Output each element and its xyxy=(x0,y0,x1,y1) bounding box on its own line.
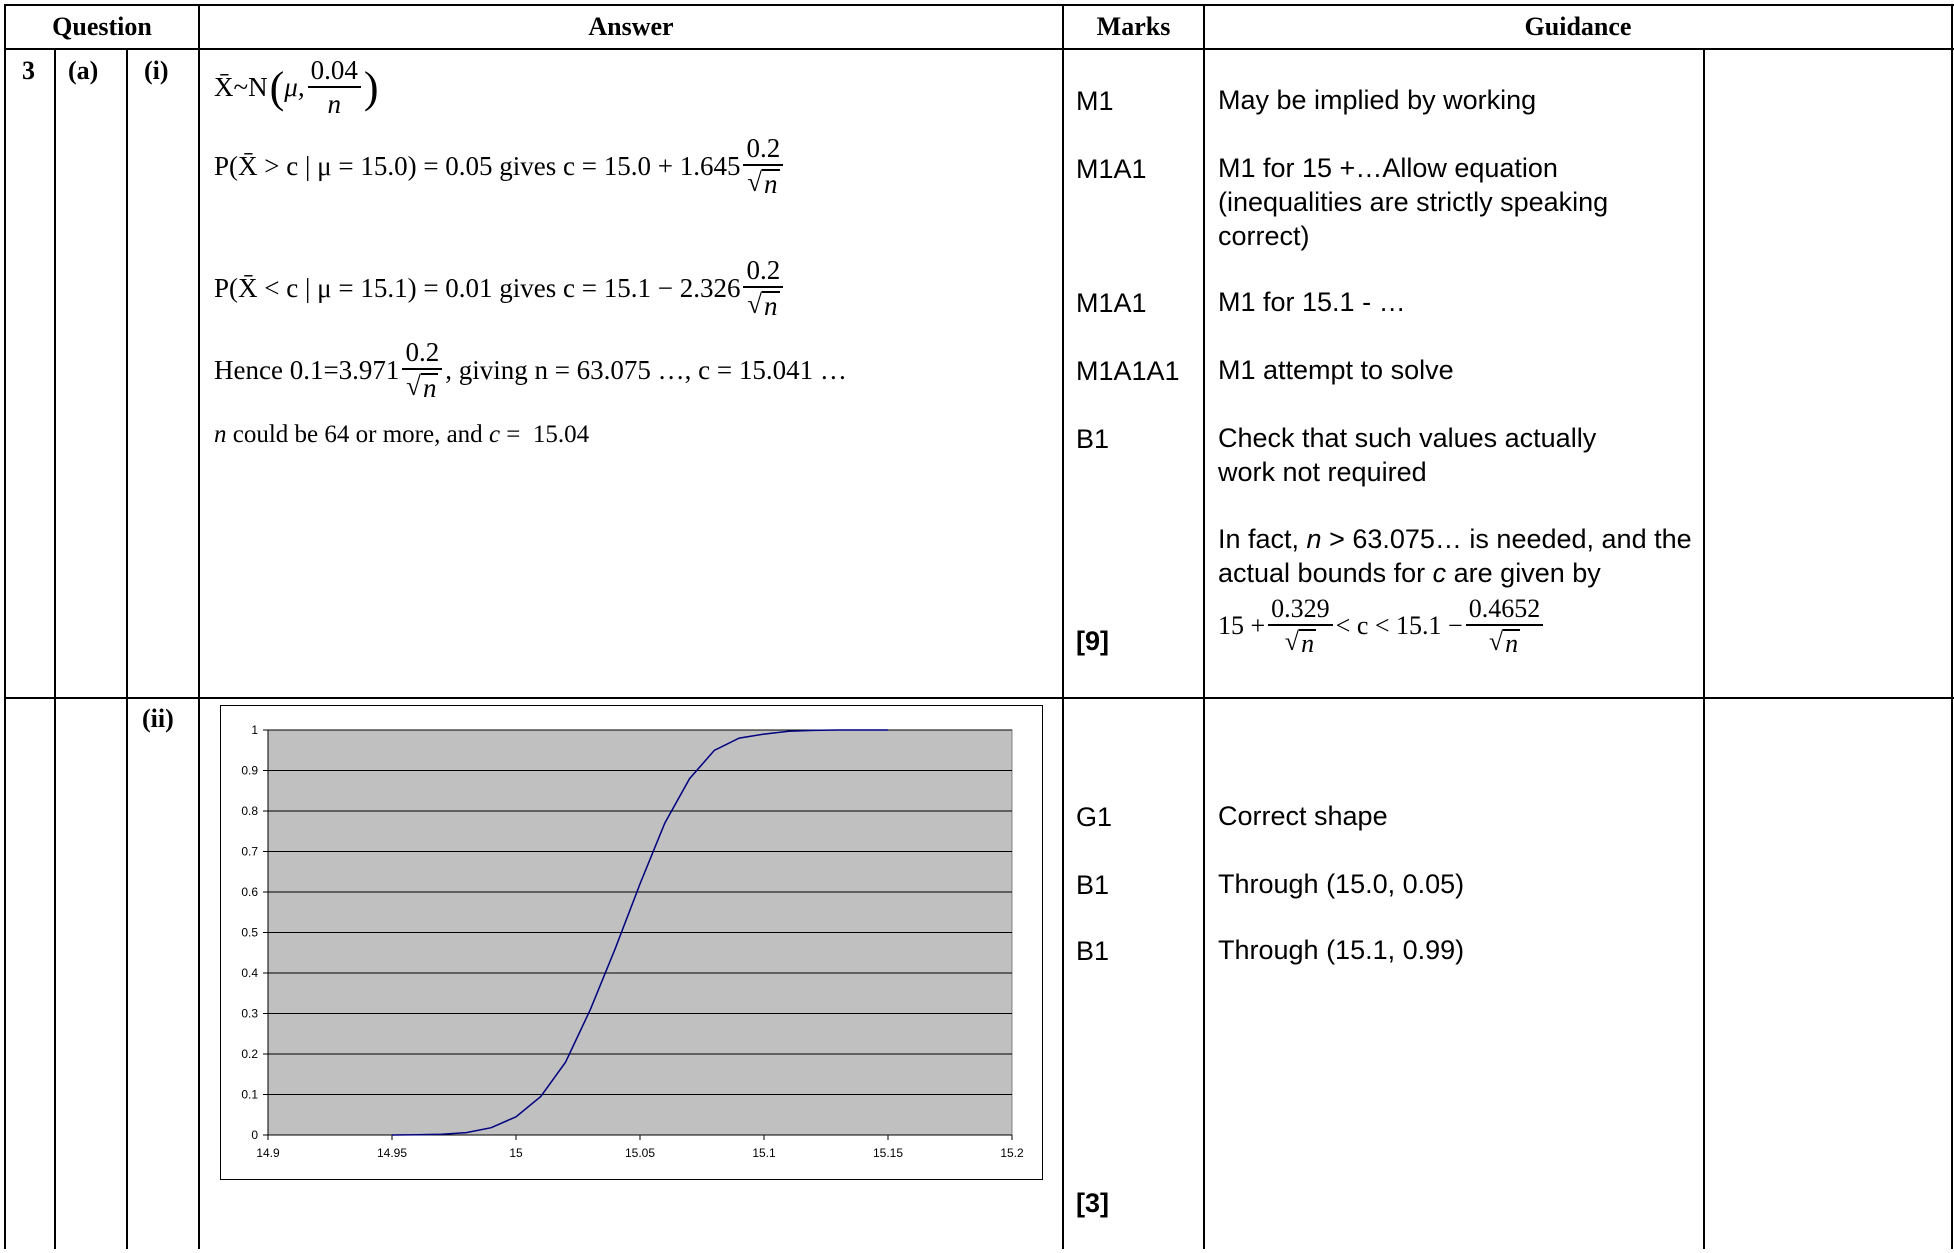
y-tick-label: 0.7 xyxy=(241,845,258,859)
mark-ii-3: B1 xyxy=(1076,936,1110,966)
bounds-numerator-1: 0.329 xyxy=(1268,595,1333,626)
solution-suffix: , giving n = 63.075 …, c = 15.041 … xyxy=(445,354,847,385)
question-number: 3 xyxy=(22,56,35,85)
variance-numerator: 0.04 xyxy=(307,56,361,88)
bounds-denominator-1: n xyxy=(1299,628,1317,658)
y-tick-label: 0.3 xyxy=(241,1007,258,1021)
x-tick-label: 14.95 xyxy=(377,1146,407,1160)
guidance-i-6-mid: > 63.075… is needed, and the actual boun… xyxy=(1218,524,1692,588)
mark-ii-2: B1 xyxy=(1076,870,1110,900)
table-right-border xyxy=(1951,4,1953,1249)
x-tick-label: 14.9 xyxy=(256,1146,280,1160)
lower-tail-denominator: n xyxy=(762,290,780,321)
col-divider-part xyxy=(126,48,128,1249)
upper-tail-equation: P(X̄ > c | μ = 15.0) = 0.05 gives c = 15… xyxy=(214,150,741,181)
header-marks: Marks xyxy=(1096,12,1171,41)
conclusion-c: c xyxy=(488,421,501,448)
header-question: Question xyxy=(52,12,152,41)
mark-ii-1: G1 xyxy=(1076,802,1113,832)
conclusion-mid: could be 64 or more, and xyxy=(226,421,489,448)
solution-prefix: Hence 0.1=3.971 xyxy=(214,354,400,385)
bounds-denominator-2: n xyxy=(1503,628,1521,658)
guidance-i-2: M1 for 15 +…Allow equation (inequalities… xyxy=(1218,153,1609,251)
col-divider-answer xyxy=(198,4,200,1249)
x-tick-label: 15 xyxy=(509,1146,523,1160)
mark-i-3: M1A1 xyxy=(1076,288,1147,318)
y-tick-label: 0 xyxy=(251,1128,258,1142)
guidance-i-6: In fact, n > 63.075… is needed, and the … xyxy=(1218,522,1698,590)
upper-tail-numerator: 0.2 xyxy=(743,134,784,166)
y-tick-label: 0.1 xyxy=(241,1088,258,1102)
x-tick-label: 15.05 xyxy=(625,1146,655,1160)
header-bottom-border xyxy=(4,48,1954,50)
guidance-ii-2: Through (15.0, 0.05) xyxy=(1218,869,1465,899)
guidance-i-6-pre: In fact, xyxy=(1218,524,1307,554)
col-divider-extra xyxy=(1703,48,1705,1249)
mark-ii-total: [3] xyxy=(1076,1188,1109,1218)
solution-denominator: n xyxy=(420,372,439,403)
distribution-mu: μ, xyxy=(284,71,305,102)
guidance-ii-1: Correct shape xyxy=(1218,801,1388,831)
mark-i-5: B1 xyxy=(1076,424,1110,454)
guidance-i-6-n: n xyxy=(1306,524,1322,554)
power-curve-chart: 0 0.1 0.2 0.3 0.4 0.5 0.6 0.7 0.8 0.9 1 14.9 14.95 15… xyxy=(241,723,1024,1160)
mark-i-2: M1A1 xyxy=(1076,154,1147,184)
answer-line-distribution: X̄~N ( μ, 0.04 n ) xyxy=(214,54,379,119)
guidance-i-4: M1 attempt to solve xyxy=(1218,355,1454,385)
y-tick-label: 0.4 xyxy=(241,966,258,980)
bounds-mid: < c < 15.1 − xyxy=(1335,611,1463,640)
y-tick-label: 0.8 xyxy=(241,804,258,818)
x-tick-label: 15.1 xyxy=(752,1146,776,1160)
guidance-ii-3: Through (15.1, 0.99) xyxy=(1218,935,1465,965)
solution-numerator: 0.2 xyxy=(402,338,443,370)
conclusion-end: = 15.04 xyxy=(500,421,590,448)
y-tick-label: 1 xyxy=(251,723,258,737)
col-divider-marks xyxy=(1062,4,1064,1249)
bounds-numerator-2: 0.4652 xyxy=(1465,595,1544,626)
answer-line-conclusion: n could be 64 or more, and c = 15.04 xyxy=(214,418,589,452)
guidance-i-5: Check that such values actually work not… xyxy=(1218,423,1597,487)
header-guidance: Guidance xyxy=(1524,12,1632,41)
x-tick-label: 15.15 xyxy=(873,1146,903,1160)
answer-line-upper-tail: P(X̄ > c | μ = 15.0) = 0.05 gives c = 15… xyxy=(214,128,786,204)
table-top-border xyxy=(4,4,1954,6)
row-divider xyxy=(4,697,1954,699)
bounds-lhs: 15 + xyxy=(1218,611,1266,640)
guidance-i-6-post: are given by xyxy=(1446,558,1601,588)
answer-line-lower-tail: P(X̄ < c | μ = 15.1) = 0.01 gives c = 15… xyxy=(214,250,786,326)
mark-i-total: [9] xyxy=(1076,626,1109,656)
col-divider-number xyxy=(54,48,56,1249)
guidance-i-6-c: c xyxy=(1432,558,1447,588)
question-subpart-i: (i) xyxy=(144,56,169,85)
power-curve-line xyxy=(391,729,888,1136)
answer-line-solution: Hence 0.1=3.971 0.2 √ n , giving n = 63.07… xyxy=(214,336,847,403)
col-divider-guidance xyxy=(1203,4,1205,1249)
question-subpart-ii: (ii) xyxy=(142,704,174,733)
lower-tail-equation: P(X̄ < c | μ = 15.1) = 0.01 gives c = 15… xyxy=(214,272,741,303)
y-tick-label: 0.9 xyxy=(241,764,258,778)
header-answer: Answer xyxy=(588,12,674,41)
conclusion-n: n xyxy=(214,421,227,448)
y-tick-label: 0.5 xyxy=(241,926,258,940)
variance-denominator: n xyxy=(327,88,341,119)
upper-tail-denominator: n xyxy=(762,168,780,199)
lower-tail-numerator: 0.2 xyxy=(743,256,784,288)
y-tick-label: 0.2 xyxy=(241,1047,258,1061)
guidance-i-bounds: 15 + 0.329 √ n < c < 15.1 − 0.4652 √ n xyxy=(1218,588,1546,664)
x-tick-label: 15.2 xyxy=(1000,1146,1024,1160)
y-tick-label: 0.6 xyxy=(241,885,258,899)
question-part: (a) xyxy=(68,56,99,85)
distribution-lhs: X̄~N xyxy=(214,71,268,102)
mark-i-1: M1 xyxy=(1076,86,1114,116)
mark-i-4: M1A1A1 xyxy=(1076,356,1180,386)
chart-frame: 0 0.1 0.2 0.3 0.4 0.5 0.6 0.7 0.8 0.9 1 14.9 14.95 15… xyxy=(220,705,1043,1180)
guidance-i-3: M1 for 15.1 - … xyxy=(1218,287,1406,317)
table-left-border xyxy=(4,4,6,1249)
guidance-i-1: May be implied by working xyxy=(1218,85,1537,115)
